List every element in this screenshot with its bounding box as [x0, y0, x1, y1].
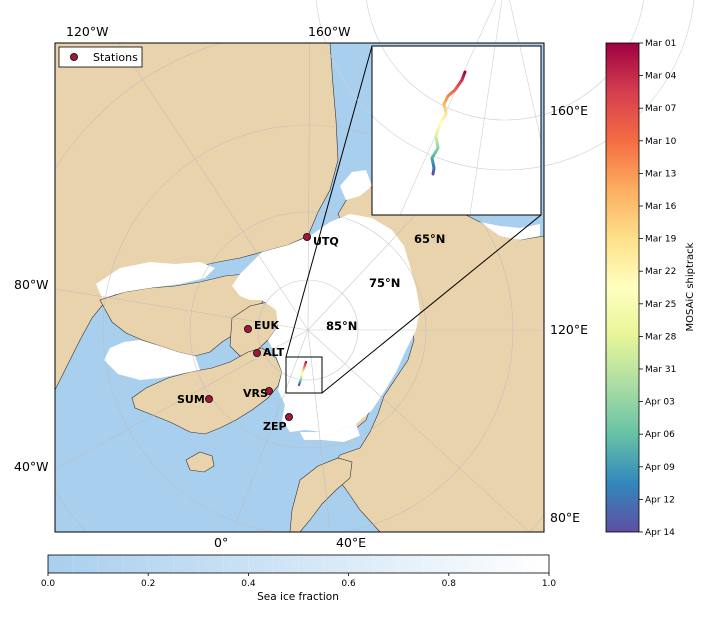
- ice-tick-label: 0.2: [141, 579, 155, 589]
- lon-label-160w: 160°W: [308, 24, 350, 39]
- lon-label-160e: 160°E: [550, 103, 588, 118]
- ice-tick-label: 0.0: [41, 579, 56, 589]
- shiptrack-tick-label: Apr 12: [645, 495, 675, 505]
- legend-station-marker: [70, 53, 79, 62]
- shiptrack-tick-label: Mar 13: [645, 169, 676, 179]
- land-north-america: [55, 43, 339, 391]
- station-vrs-label: VRS: [243, 387, 268, 400]
- shiptrack-colorbar: Mar 01 Mar 04 Mar 07 Mar 10 Mar 13 Mar 16 Mar …: [605, 39, 696, 538]
- legend: Stations: [58, 46, 143, 68]
- station-sum-marker: [204, 394, 213, 403]
- shiptrack-tick-label: Mar 01: [645, 39, 676, 49]
- lat-label-65n: 65°N: [414, 232, 445, 246]
- zoom-box: [285, 356, 323, 394]
- shiptrack-tick-label: Mar 19: [645, 235, 677, 245]
- shiptrack-colorbar-label: MOSAiC shiptrack: [685, 242, 696, 331]
- station-sum-label: SUM: [177, 393, 205, 406]
- stations: [204, 232, 311, 421]
- shiptrack-tick-label: Mar 28: [645, 332, 677, 342]
- shiptrack-tick-label: Apr 06: [645, 430, 675, 440]
- shiptrack-inset: [430, 70, 467, 176]
- shiptrack-tick-label: Apr 03: [645, 398, 675, 408]
- shiptrack-tick-label: Mar 10: [645, 137, 677, 147]
- map-frame: [54, 42, 545, 533]
- zoom-connector-top: [285, 45, 373, 358]
- station-euk-label: EUK: [254, 319, 279, 332]
- lat-label-75n: 75°N: [369, 276, 400, 290]
- sea-ice-okhotsk: [480, 222, 540, 240]
- station-euk-marker: [243, 324, 252, 333]
- lon-label-120w: 120°W: [66, 24, 108, 39]
- shiptrack-tick-label: Mar 04: [645, 72, 677, 82]
- station-zep-marker: [284, 412, 293, 421]
- ice-tick-label: 0.4: [241, 579, 256, 589]
- sea-ice-bering: [340, 170, 372, 200]
- legend-box: [58, 46, 143, 68]
- shiptrack-tick-label: Mar 31: [645, 365, 676, 375]
- zoom-connector-bottom: [321, 214, 542, 394]
- ice-tick-label: 0.8: [442, 579, 457, 589]
- station-utq-marker: [302, 232, 311, 241]
- legend-label: Stations: [93, 51, 138, 64]
- lon-label-120e: 120°E: [550, 322, 588, 337]
- inset-panel: [315, 0, 695, 216]
- shiptrack-tick-label: Mar 07: [645, 104, 676, 114]
- station-alt-label: ALT: [263, 346, 285, 359]
- shiptrack-tick-label: Mar 22: [645, 267, 676, 277]
- station-labels: UTQ EUK ALT SUM VRS ZEP: [177, 235, 339, 433]
- ice-tick-label: 0.6: [341, 579, 356, 589]
- station-vrs-marker: [264, 386, 273, 395]
- shiptrack-tick-label: Apr 09: [645, 463, 675, 473]
- station-zep-label: ZEP: [263, 420, 287, 433]
- sea-ice-barents: [300, 424, 360, 442]
- lon-label-80e: 80°E: [550, 510, 580, 525]
- shiptrack-mini: [297, 360, 308, 387]
- land-iceland: [185, 451, 215, 473]
- lat-label-85n: 85°N: [326, 319, 357, 333]
- ice-tick-label: 1.0: [542, 579, 557, 589]
- shiptrack-tick-label: Mar 16: [645, 202, 677, 212]
- lon-label-0: 0°: [214, 535, 228, 550]
- ice-colorbar-label: Sea ice fraction: [257, 591, 339, 603]
- station-alt-marker: [252, 348, 261, 357]
- lon-label-40w: 40°W: [14, 459, 49, 474]
- lon-label-40e: 40°E: [336, 535, 366, 550]
- shiptrack-tick-label: Mar 25: [645, 300, 676, 310]
- ice-colorbar: 0.0 0.2 0.4 0.6 0.8 1.0 Sea ice fraction: [41, 554, 557, 603]
- lon-label-80w: 80°W: [14, 277, 49, 292]
- shiptrack-tick-label: Apr 14: [645, 528, 675, 538]
- station-utq-label: UTQ: [313, 235, 339, 248]
- shiptrack-colorbar-gradient: [605, 42, 640, 533]
- sea-ice: [232, 214, 420, 432]
- land-scandinavia: [289, 457, 353, 532]
- sea-ice-baffin: [104, 340, 200, 380]
- sea-ice-hudson: [96, 262, 215, 298]
